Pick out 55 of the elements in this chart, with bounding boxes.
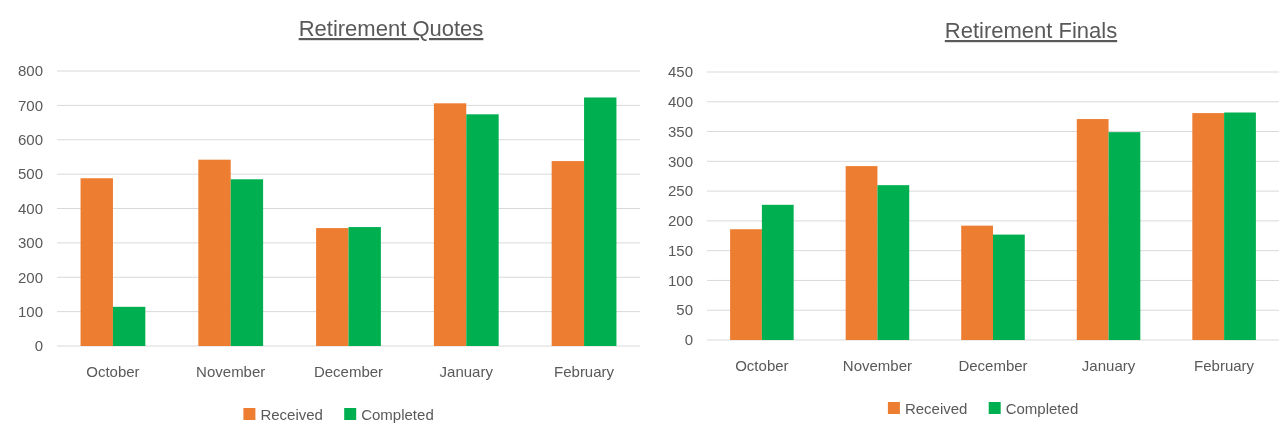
y-tick-label: 400 bbox=[667, 93, 693, 111]
y-tick-label: 400 bbox=[17, 199, 43, 217]
bar bbox=[198, 159, 231, 346]
legend-label: Received bbox=[260, 406, 323, 423]
x-tick-label: December bbox=[313, 363, 384, 380]
x-tick-label: November bbox=[196, 363, 266, 380]
bar bbox=[551, 161, 585, 346]
y-tick-label: 450 bbox=[667, 63, 693, 81]
y-tick-label: 100 bbox=[17, 302, 43, 320]
bar bbox=[348, 227, 381, 346]
y-tick-label: 0 bbox=[684, 331, 693, 349]
bar bbox=[316, 228, 349, 346]
y-tick-label: 0 bbox=[34, 337, 43, 355]
bar bbox=[1076, 119, 1109, 340]
y-tick-label: 150 bbox=[667, 241, 693, 259]
y-tick-label: 50 bbox=[676, 301, 693, 319]
y-tick-label: 300 bbox=[667, 152, 693, 170]
x-tick-label: December bbox=[958, 357, 1028, 374]
y-tick-label: 200 bbox=[667, 212, 693, 230]
bar bbox=[112, 306, 146, 346]
y-tick-label: 700 bbox=[17, 96, 43, 114]
y-tick-label: 300 bbox=[17, 234, 43, 252]
chart-title: Retirement Quotes bbox=[298, 16, 484, 41]
bar bbox=[993, 234, 1025, 340]
bar bbox=[1108, 132, 1141, 340]
bar bbox=[961, 225, 993, 340]
chart-title: Retirement Finals bbox=[944, 18, 1118, 43]
legend-label: Received bbox=[904, 400, 968, 417]
bar bbox=[1192, 113, 1225, 340]
x-tick-label: November bbox=[842, 357, 913, 374]
y-tick-label: 600 bbox=[17, 131, 43, 148]
x-tick-label: October bbox=[735, 357, 789, 374]
bar bbox=[730, 229, 762, 340]
y-tick-label: 800 bbox=[17, 62, 43, 80]
bar bbox=[1224, 112, 1256, 340]
x-tick-label: January bbox=[1081, 357, 1136, 374]
x-tick-label: January bbox=[439, 363, 494, 380]
y-tick-label: 350 bbox=[667, 122, 693, 140]
x-tick-label: October bbox=[86, 363, 140, 380]
bar bbox=[877, 185, 910, 340]
y-tick-label: 250 bbox=[667, 182, 693, 200]
legend-label: Completed bbox=[361, 406, 434, 423]
bar bbox=[433, 103, 467, 346]
x-tick-label: February bbox=[554, 363, 615, 380]
y-tick-label: 100 bbox=[667, 271, 693, 289]
legend-label: Completed bbox=[1005, 400, 1079, 417]
bar bbox=[80, 178, 113, 346]
x-tick-label: February bbox=[1194, 357, 1255, 374]
bar bbox=[230, 179, 264, 346]
y-tick-label: 200 bbox=[17, 268, 43, 286]
bar bbox=[761, 204, 794, 340]
y-tick-label: 500 bbox=[17, 165, 43, 183]
bar bbox=[584, 97, 617, 346]
bar bbox=[845, 166, 878, 340]
bar bbox=[466, 114, 499, 346]
